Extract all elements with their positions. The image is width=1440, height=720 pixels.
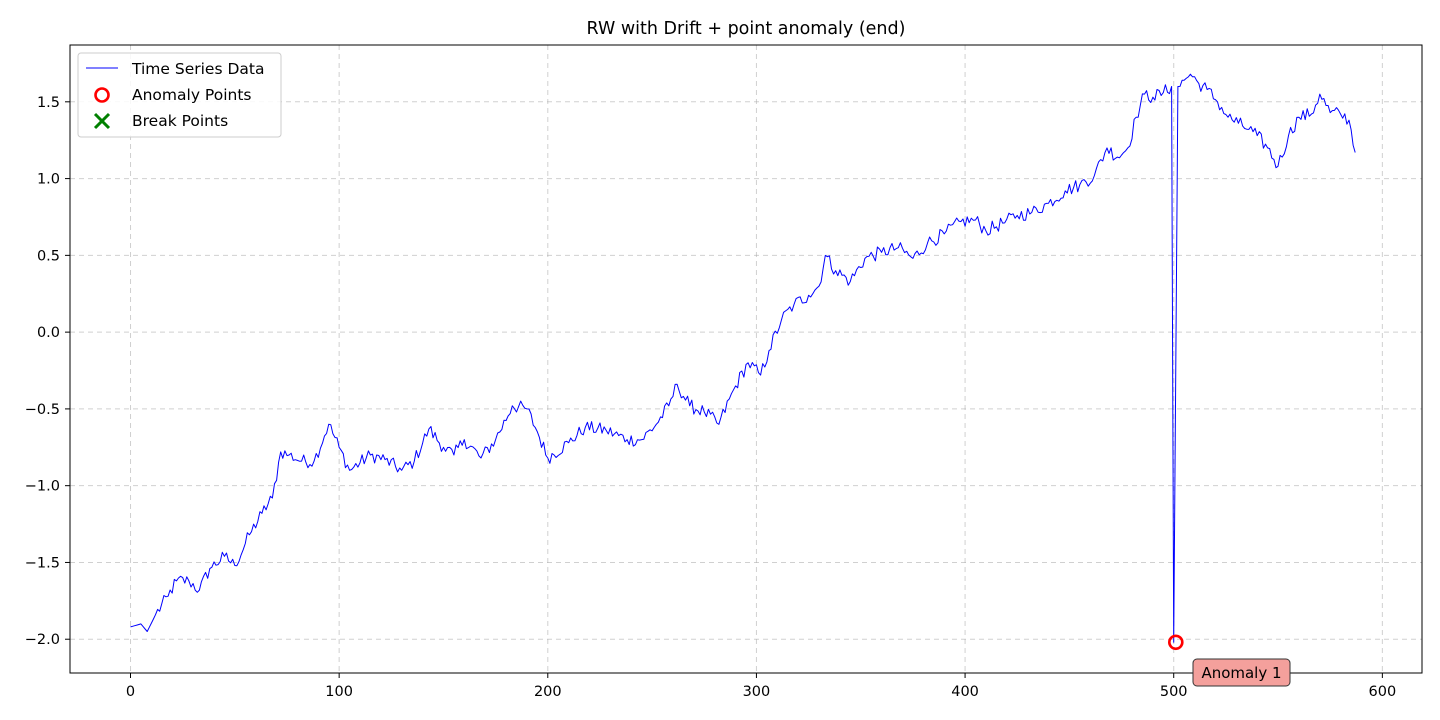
grid — [70, 45, 1422, 673]
y-tick-label: −0.5 — [25, 402, 60, 418]
x-tick-label: 300 — [743, 684, 771, 700]
annotation-box — [1192, 658, 1291, 687]
chart-title: RW with Drift + point anomaly (end) — [587, 19, 906, 39]
x-tick-label: 0 — [126, 684, 135, 700]
y-tick-label: 1.5 — [37, 95, 60, 111]
x-tick-label: 100 — [325, 684, 353, 700]
axis-ticks: 0 100 200 300 400 500 600 −2.0 −1.5 −1.0 −0.5 0.0 0.… — [25, 95, 1396, 700]
legend-anomaly-marker — [94, 87, 110, 103]
legend-box — [77, 52, 282, 138]
y-tick-label: −1.5 — [25, 555, 60, 571]
y-tick-label: 1.0 — [37, 172, 60, 188]
legend-label-break: Break Points — [132, 112, 228, 130]
legend-break-marker — [93, 112, 111, 130]
y-tick-label: −2.0 — [25, 632, 60, 648]
x-tick-label: 500 — [1160, 684, 1188, 700]
x-tick-label: 400 — [951, 684, 979, 700]
anomaly-markers — [1168, 634, 1184, 651]
annotation-anomaly-1: Anomaly 1 — [1192, 658, 1291, 687]
anomaly-point — [1168, 634, 1184, 651]
y-tick-label: 0.0 — [37, 325, 60, 341]
y-tick-label: −1.0 — [25, 479, 60, 495]
plot-area-frame — [69, 44, 1423, 674]
annotation-label: Anomaly 1 — [1201, 664, 1281, 682]
legend-label-anomaly: Anomaly Points — [132, 86, 251, 104]
series-layer — [130, 73, 1356, 643]
legend-label-series: Time Series Data — [131, 60, 264, 78]
series-line-time-series-data — [130, 73, 1356, 643]
x-tick-label: 600 — [1369, 684, 1397, 700]
x-tick-label: 200 — [534, 684, 562, 700]
y-tick-label: 0.5 — [37, 248, 60, 264]
legend: Time Series Data Anomaly Points Break Po… — [77, 52, 282, 138]
